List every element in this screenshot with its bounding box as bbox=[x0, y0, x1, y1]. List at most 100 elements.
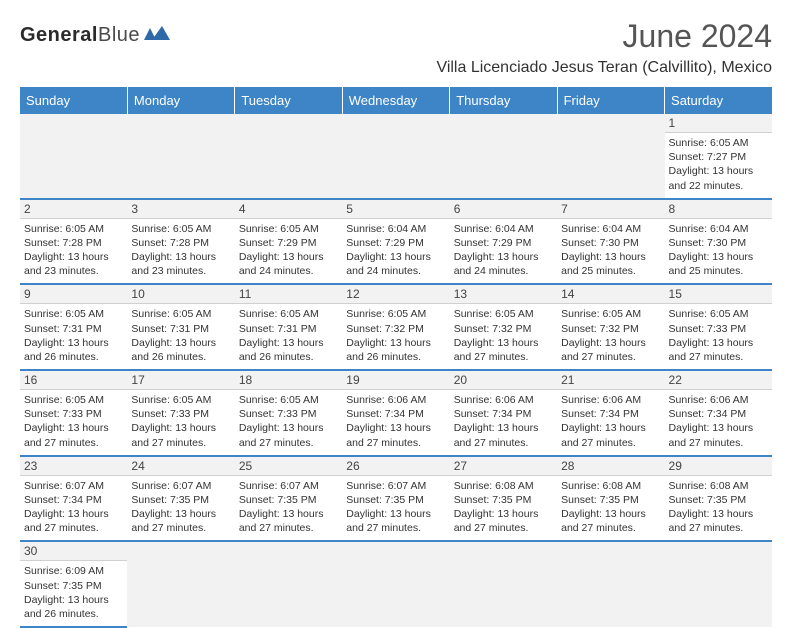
day-info: Sunrise: 6:05 AMSunset: 7:32 PMDaylight:… bbox=[557, 304, 664, 369]
day-info: Sunrise: 6:07 AMSunset: 7:35 PMDaylight:… bbox=[342, 476, 449, 541]
day-header: Tuesday bbox=[235, 87, 342, 114]
calendar-day: 21Sunrise: 6:06 AMSunset: 7:34 PMDayligh… bbox=[557, 370, 664, 456]
day-header: Saturday bbox=[665, 87, 772, 114]
calendar-day-empty bbox=[450, 114, 557, 199]
day-number: 15 bbox=[665, 285, 772, 304]
day-number: 11 bbox=[235, 285, 342, 304]
calendar-day: 14Sunrise: 6:05 AMSunset: 7:32 PMDayligh… bbox=[557, 284, 664, 370]
day-info: Sunrise: 6:06 AMSunset: 7:34 PMDaylight:… bbox=[665, 390, 772, 455]
calendar-day: 17Sunrise: 6:05 AMSunset: 7:33 PMDayligh… bbox=[127, 370, 234, 456]
calendar-day: 9Sunrise: 6:05 AMSunset: 7:31 PMDaylight… bbox=[20, 284, 127, 370]
calendar-day: 7Sunrise: 6:04 AMSunset: 7:30 PMDaylight… bbox=[557, 199, 664, 285]
calendar-day: 24Sunrise: 6:07 AMSunset: 7:35 PMDayligh… bbox=[127, 456, 234, 542]
calendar-day: 26Sunrise: 6:07 AMSunset: 7:35 PMDayligh… bbox=[342, 456, 449, 542]
day-number: 7 bbox=[557, 200, 664, 219]
calendar-day: 10Sunrise: 6:05 AMSunset: 7:31 PMDayligh… bbox=[127, 284, 234, 370]
day-info: Sunrise: 6:06 AMSunset: 7:34 PMDaylight:… bbox=[342, 390, 449, 455]
calendar-week: 23Sunrise: 6:07 AMSunset: 7:34 PMDayligh… bbox=[20, 456, 772, 542]
calendar-day: 5Sunrise: 6:04 AMSunset: 7:29 PMDaylight… bbox=[342, 199, 449, 285]
calendar-day: 15Sunrise: 6:05 AMSunset: 7:33 PMDayligh… bbox=[665, 284, 772, 370]
header: GeneralBlue June 2024 bbox=[20, 18, 772, 55]
calendar-day: 19Sunrise: 6:06 AMSunset: 7:34 PMDayligh… bbox=[342, 370, 449, 456]
day-number: 19 bbox=[342, 371, 449, 390]
day-info: Sunrise: 6:05 AMSunset: 7:27 PMDaylight:… bbox=[665, 133, 772, 198]
day-info: Sunrise: 6:07 AMSunset: 7:35 PMDaylight:… bbox=[127, 476, 234, 541]
calendar-week: 1Sunrise: 6:05 AMSunset: 7:27 PMDaylight… bbox=[20, 114, 772, 199]
calendar-day: 8Sunrise: 6:04 AMSunset: 7:30 PMDaylight… bbox=[665, 199, 772, 285]
calendar-table: SundayMondayTuesdayWednesdayThursdayFrid… bbox=[20, 87, 772, 628]
calendar-day-empty bbox=[127, 541, 234, 627]
day-number: 10 bbox=[127, 285, 234, 304]
day-info: Sunrise: 6:05 AMSunset: 7:33 PMDaylight:… bbox=[235, 390, 342, 455]
day-header-row: SundayMondayTuesdayWednesdayThursdayFrid… bbox=[20, 87, 772, 114]
day-header: Wednesday bbox=[342, 87, 449, 114]
day-info: Sunrise: 6:08 AMSunset: 7:35 PMDaylight:… bbox=[557, 476, 664, 541]
day-info: Sunrise: 6:06 AMSunset: 7:34 PMDaylight:… bbox=[557, 390, 664, 455]
calendar-day-empty bbox=[342, 541, 449, 627]
day-info: Sunrise: 6:05 AMSunset: 7:31 PMDaylight:… bbox=[127, 304, 234, 369]
day-info: Sunrise: 6:04 AMSunset: 7:30 PMDaylight:… bbox=[665, 219, 772, 284]
calendar-day: 11Sunrise: 6:05 AMSunset: 7:31 PMDayligh… bbox=[235, 284, 342, 370]
day-info: Sunrise: 6:09 AMSunset: 7:35 PMDaylight:… bbox=[20, 561, 127, 626]
day-info: Sunrise: 6:05 AMSunset: 7:32 PMDaylight:… bbox=[450, 304, 557, 369]
day-info: Sunrise: 6:05 AMSunset: 7:33 PMDaylight:… bbox=[665, 304, 772, 369]
day-info: Sunrise: 6:05 AMSunset: 7:33 PMDaylight:… bbox=[127, 390, 234, 455]
calendar-day: 6Sunrise: 6:04 AMSunset: 7:29 PMDaylight… bbox=[450, 199, 557, 285]
day-info: Sunrise: 6:04 AMSunset: 7:29 PMDaylight:… bbox=[450, 219, 557, 284]
day-number: 23 bbox=[20, 457, 127, 476]
day-number: 8 bbox=[665, 200, 772, 219]
day-info: Sunrise: 6:05 AMSunset: 7:33 PMDaylight:… bbox=[20, 390, 127, 455]
day-info: Sunrise: 6:05 AMSunset: 7:29 PMDaylight:… bbox=[235, 219, 342, 284]
calendar-week: 16Sunrise: 6:05 AMSunset: 7:33 PMDayligh… bbox=[20, 370, 772, 456]
day-header: Thursday bbox=[450, 87, 557, 114]
day-number: 24 bbox=[127, 457, 234, 476]
calendar-day: 25Sunrise: 6:07 AMSunset: 7:35 PMDayligh… bbox=[235, 456, 342, 542]
calendar-day: 3Sunrise: 6:05 AMSunset: 7:28 PMDaylight… bbox=[127, 199, 234, 285]
location-subtitle: Villa Licenciado Jesus Teran (Calvillito… bbox=[20, 59, 772, 77]
logo-word-2: Blue bbox=[98, 24, 140, 46]
page-title: June 2024 bbox=[623, 18, 772, 55]
calendar-day-empty bbox=[20, 114, 127, 199]
day-number: 5 bbox=[342, 200, 449, 219]
calendar-day-empty bbox=[127, 114, 234, 199]
day-info: Sunrise: 6:04 AMSunset: 7:29 PMDaylight:… bbox=[342, 219, 449, 284]
calendar-week: 30Sunrise: 6:09 AMSunset: 7:35 PMDayligh… bbox=[20, 541, 772, 627]
day-header: Monday bbox=[127, 87, 234, 114]
logo: GeneralBlue bbox=[20, 24, 170, 47]
day-number: 2 bbox=[20, 200, 127, 219]
day-number: 25 bbox=[235, 457, 342, 476]
logo-word-1: General bbox=[20, 24, 98, 46]
day-info: Sunrise: 6:07 AMSunset: 7:34 PMDaylight:… bbox=[20, 476, 127, 541]
calendar-day: 29Sunrise: 6:08 AMSunset: 7:35 PMDayligh… bbox=[665, 456, 772, 542]
day-number: 16 bbox=[20, 371, 127, 390]
day-number: 13 bbox=[450, 285, 557, 304]
calendar-day-empty bbox=[235, 541, 342, 627]
day-number: 29 bbox=[665, 457, 772, 476]
day-number: 3 bbox=[127, 200, 234, 219]
day-number: 26 bbox=[342, 457, 449, 476]
day-number: 22 bbox=[665, 371, 772, 390]
calendar-day: 1Sunrise: 6:05 AMSunset: 7:27 PMDaylight… bbox=[665, 114, 772, 199]
day-info: Sunrise: 6:04 AMSunset: 7:30 PMDaylight:… bbox=[557, 219, 664, 284]
calendar-day-empty bbox=[235, 114, 342, 199]
calendar-day: 20Sunrise: 6:06 AMSunset: 7:34 PMDayligh… bbox=[450, 370, 557, 456]
calendar-week: 9Sunrise: 6:05 AMSunset: 7:31 PMDaylight… bbox=[20, 284, 772, 370]
day-header: Friday bbox=[557, 87, 664, 114]
day-number: 28 bbox=[557, 457, 664, 476]
calendar-week: 2Sunrise: 6:05 AMSunset: 7:28 PMDaylight… bbox=[20, 199, 772, 285]
calendar-day: 18Sunrise: 6:05 AMSunset: 7:33 PMDayligh… bbox=[235, 370, 342, 456]
calendar-day-empty bbox=[342, 114, 449, 199]
day-number: 6 bbox=[450, 200, 557, 219]
calendar-day: 13Sunrise: 6:05 AMSunset: 7:32 PMDayligh… bbox=[450, 284, 557, 370]
day-info: Sunrise: 6:05 AMSunset: 7:28 PMDaylight:… bbox=[20, 219, 127, 284]
flag-icon bbox=[144, 26, 170, 46]
day-info: Sunrise: 6:06 AMSunset: 7:34 PMDaylight:… bbox=[450, 390, 557, 455]
day-number: 21 bbox=[557, 371, 664, 390]
day-number: 1 bbox=[665, 114, 772, 133]
logo-text: GeneralBlue bbox=[20, 24, 140, 47]
day-header: Sunday bbox=[20, 87, 127, 114]
calendar-day: 27Sunrise: 6:08 AMSunset: 7:35 PMDayligh… bbox=[450, 456, 557, 542]
calendar-day-empty bbox=[665, 541, 772, 627]
day-info: Sunrise: 6:05 AMSunset: 7:32 PMDaylight:… bbox=[342, 304, 449, 369]
day-info: Sunrise: 6:08 AMSunset: 7:35 PMDaylight:… bbox=[450, 476, 557, 541]
